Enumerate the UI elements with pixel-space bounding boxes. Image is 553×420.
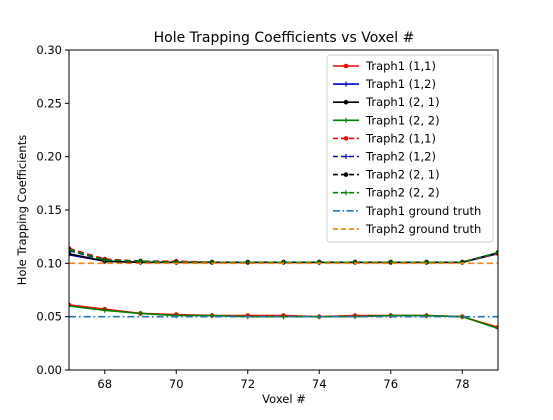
legend-label: Traph1 (2, 2) [365,113,440,127]
x-tick-label: 70 [169,377,184,391]
legend-item: Traph1 (2, 1) [333,95,440,109]
data-point [495,325,498,331]
legend-marker [343,63,349,69]
legend-item: Traph2 (2, 1) [333,168,440,182]
legend-label: Traph1 (2, 1) [365,95,440,109]
legend-label: Traph1 ground truth [365,204,481,218]
legend-item: Traph1 (1,2) [333,77,436,91]
legend-label: Traph1 (1,2) [365,77,436,91]
legend-marker [343,136,349,141]
ticks-layer: 68 70 72 74 76 78 0.00 0.05 0.10 0.15 0.20 0.25 0.30 [36,43,469,391]
x-tick-label: 78 [455,377,470,391]
legend-label: Traph2 (2, 1) [365,168,440,182]
y-tick-label: 0.10 [36,256,62,270]
legend-marker [343,153,349,160]
y-tick-label: 0.20 [36,150,62,164]
legend-label: Traph2 (1,1) [365,131,436,145]
data-point [388,259,394,265]
legend-label: Traph2 (2, 2) [365,186,440,200]
legend: Traph1 (1,1) Traph1 (1,2) Traph1 (2, 1) Tra… [326,54,494,243]
chart-title: Hole Trapping Coefficients vs Voxel # [154,30,415,46]
legend-marker [343,117,349,123]
legend-label: Traph2 (1,2) [365,150,436,164]
data-point [69,303,72,309]
legend-marker [343,99,349,105]
legend-item: Traph2 (1,2) [333,150,436,164]
data-point [102,307,108,313]
y-tick-label: 0.15 [36,203,62,217]
legend-box [326,54,494,243]
x-tick-label: 76 [383,377,398,391]
series-layer [69,246,498,331]
legend-marker [343,81,349,87]
data-point [69,246,72,253]
data-point [495,250,498,256]
x-tick-label: 68 [97,377,112,391]
y-tick-label: 0.30 [36,43,62,57]
x-tick-label: 74 [312,377,327,391]
data-point [102,257,108,263]
data-point [245,259,251,265]
legend-item: Traph2 ground truth [333,222,481,236]
legend-item: Traph2 (1,1) [333,131,436,145]
legend-item: Traph1 (1,1) [333,59,436,73]
legend-marker [343,190,349,196]
y-tick-label: 0.05 [36,310,62,324]
legend-item: Traph1 (2, 2) [333,113,440,127]
y-axis-label: Hole Trapping Coefficients [15,135,29,285]
legend-label: Traph2 ground truth [365,222,481,236]
x-tick-label: 72 [240,377,255,391]
legend-item: Traph2 (2, 2) [333,186,440,200]
legend-label: Traph1 (1,1) [365,59,436,73]
x-axis-label: Voxel # [262,392,306,406]
data-point [423,313,430,319]
data-point [69,251,72,257]
legend-marker [343,172,349,177]
data-point [137,310,144,317]
y-tick-label: 0.00 [36,363,62,377]
legend-item: Traph1 ground truth [333,204,481,218]
y-tick-label: 0.25 [36,96,62,110]
